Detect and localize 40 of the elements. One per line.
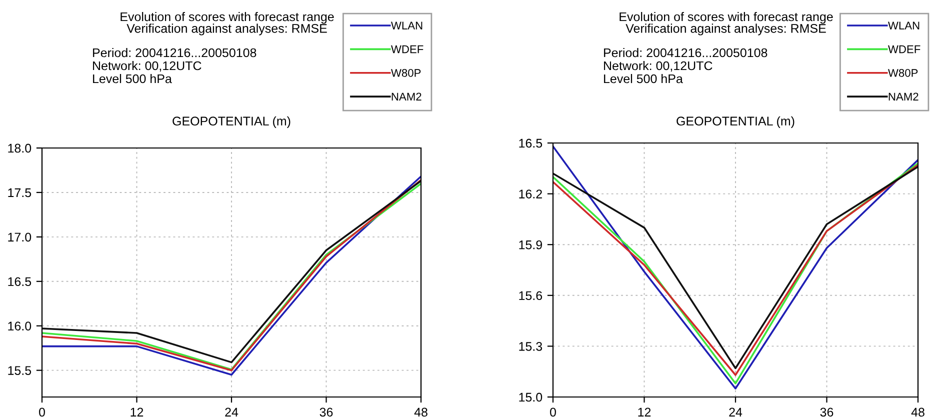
x-tick-label: 36 [320, 408, 333, 417]
chart-subtitle: GEOPOTENTIAL (m) [172, 116, 290, 128]
x-tick-label: 12 [638, 408, 651, 416]
legend-label: WDEF [888, 45, 920, 54]
legend-label: WLAN [888, 22, 920, 30]
text: Network: 00,12UTC [604, 61, 712, 72]
y-tick-label: 16.2 [519, 190, 542, 198]
y-tick-label: 15.0 [519, 392, 542, 402]
y-tick-label: 15.5 [8, 366, 32, 375]
legend-label: W80P [391, 69, 421, 77]
x-tick-label: 24 [225, 408, 238, 416]
y-tick-label: 18.0 [8, 144, 32, 153]
x-tick-label: 0 [550, 408, 556, 417]
text: Period: 20041216...20050108 [604, 48, 768, 58]
text: Level 500 hPa [93, 74, 172, 84]
x-tick-label: 36 [820, 408, 834, 417]
y-tick-label: 15.9 [519, 240, 542, 250]
legend-label: WLAN [391, 22, 422, 30]
x-tick-label: 48 [414, 408, 428, 417]
text: Period: 20041216...20050108 [93, 48, 256, 58]
chart-title: Evolution of scores with forecast range Verification against analyses: RMSE [120, 12, 334, 36]
y-tick-label: 16.5 [8, 277, 32, 286]
chart-title: Evolution of scores with forecast range Verification against analyses: RMSE [620, 12, 833, 36]
legend-label: NAM2 [392, 92, 422, 100]
y-tick-label: 17.5 [8, 188, 32, 198]
text: Network: 00,12UTC [93, 61, 202, 72]
x-tick-label: 24 [729, 408, 742, 416]
y-tick-label: 15.6 [519, 291, 542, 300]
y-tick-label: 15.3 [519, 342, 542, 351]
legend-label: W80P [888, 69, 918, 77]
x-tick-label: 0 [39, 408, 45, 417]
y-tick-label: 17.0 [8, 232, 32, 242]
x-tick-label: 48 [911, 408, 924, 417]
text: Level 500 hPa [604, 74, 683, 84]
y-tick-label: 16.0 [8, 322, 32, 331]
legend-label: NAM2 [888, 92, 918, 100]
x-tick-label: 12 [130, 408, 144, 416]
y-tick-label: 16.5 [519, 138, 542, 148]
legend-label: WDEF [391, 45, 424, 54]
chart-subtitle: GEOPOTENTIAL (m) [676, 116, 794, 128]
